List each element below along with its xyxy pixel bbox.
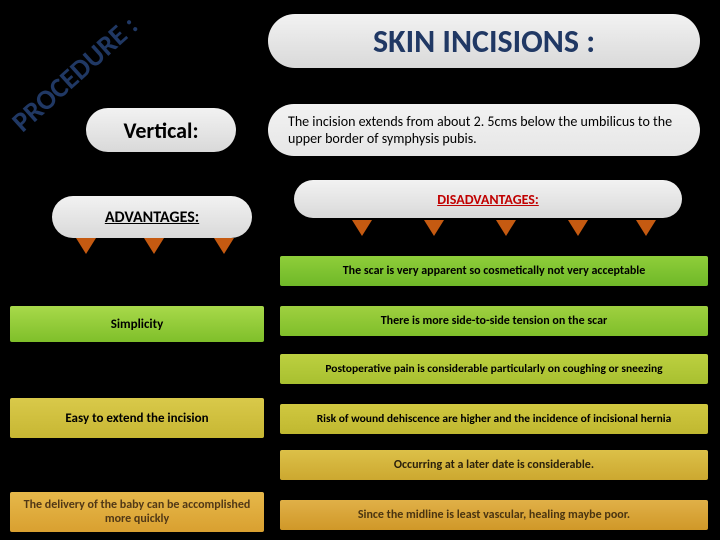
arrow-right-icon-2 xyxy=(496,220,516,236)
disadvantage-bar-5: Since the midline is least vascular, hea… xyxy=(280,500,708,530)
disadvantage-bar-4: Occurring at a later date is considerabl… xyxy=(280,450,708,480)
arrow-left-icon-0 xyxy=(76,238,96,254)
advantage-bar-1: Easy to extend the incision xyxy=(10,398,264,438)
disadvantage-bar-3: Risk of wound dehiscence are higher and … xyxy=(280,404,708,434)
arrow-right-icon-4 xyxy=(636,220,656,236)
arrow-right-icon-3 xyxy=(568,220,588,236)
disadvantage-bar-1: There is more side-to-side tension on th… xyxy=(280,306,708,336)
disadvantage-bar-2: Postoperative pain is considerable parti… xyxy=(280,354,708,384)
arrow-right-icon-1 xyxy=(424,220,444,236)
advantages-heading: ADVANTAGES: xyxy=(52,196,252,238)
advantage-bar-2: The delivery of the baby can be accompli… xyxy=(10,492,264,532)
vertical-description: The incision extends from about 2. 5cms … xyxy=(268,104,700,156)
title-skin-incisions: SKIN INCISIONS : xyxy=(268,14,700,68)
vertical-heading: Vertical: xyxy=(86,108,236,152)
arrow-left-icon-1 xyxy=(144,238,164,254)
advantage-bar-0: Simplicity xyxy=(10,306,264,342)
arrow-left-icon-2 xyxy=(214,238,234,254)
arrow-right-icon-0 xyxy=(352,220,372,236)
disadvantages-heading: DISADVANTAGES: xyxy=(294,180,682,218)
disadvantage-bar-0: The scar is very apparent so cosmeticall… xyxy=(280,256,708,286)
